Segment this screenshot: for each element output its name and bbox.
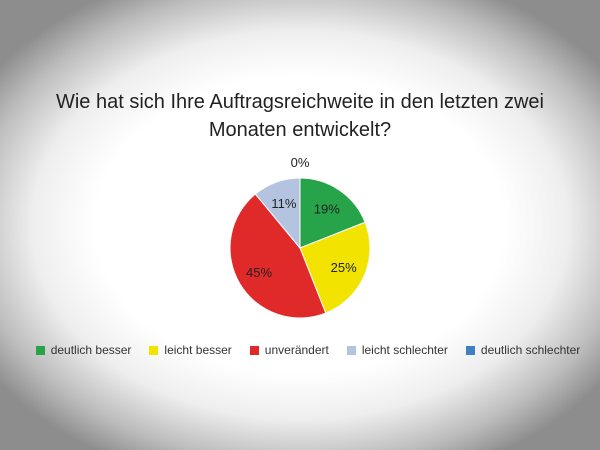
legend-swatch xyxy=(35,345,45,355)
legend-label: leicht schlechter xyxy=(361,343,448,357)
legend-item-deutlich-besser: deutlich besser xyxy=(35,343,132,357)
legend-label: unverändert xyxy=(264,343,329,357)
pie-slice-leicht-schlechter xyxy=(254,177,301,250)
data-label-unveraendert: 45% xyxy=(246,265,272,280)
pie-slice-unveraendert xyxy=(229,193,327,319)
pie-slice-deutlich-besser xyxy=(299,177,366,249)
chart-title-line-1: Wie hat sich Ihre Auftragsreichweite in … xyxy=(55,91,545,113)
legend-swatch xyxy=(149,345,159,355)
legend-item-leicht-besser: leicht besser xyxy=(149,343,232,357)
data-label-deutlich-besser: 19% xyxy=(314,202,340,217)
legend-item-unveraendert: unverändert xyxy=(249,343,329,357)
chart-title: Wie hat sich Ihre Auftragsreichweite in … xyxy=(40,88,560,144)
chart-title-line-2: Monaten entwickelt? xyxy=(208,119,392,141)
data-label-leicht-besser: 25% xyxy=(331,260,357,275)
data-label-leicht-schlechter: 11% xyxy=(271,196,296,211)
legend: deutlich besser leicht besser unveränder… xyxy=(28,343,588,357)
pie-slice-leicht-besser xyxy=(299,221,371,314)
legend-swatch xyxy=(346,345,356,355)
legend-item-leicht-schlechter: leicht schlechter xyxy=(346,343,448,357)
legend-swatch xyxy=(465,345,475,355)
legend-label: leicht besser xyxy=(164,343,232,357)
data-label-deutlich-schlechter: 0% xyxy=(291,155,310,170)
legend-item-deutlich-schlechter: deutlich schlechter xyxy=(465,343,581,357)
legend-swatch xyxy=(249,345,259,355)
legend-label: deutlich schlechter xyxy=(480,343,581,357)
legend-label: deutlich besser xyxy=(50,343,132,357)
